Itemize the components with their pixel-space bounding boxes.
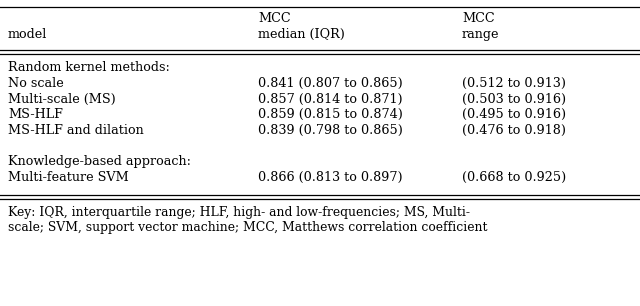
Text: (0.503 to 0.916): (0.503 to 0.916) bbox=[462, 93, 566, 106]
Text: (0.512 to 0.913): (0.512 to 0.913) bbox=[462, 77, 566, 90]
Text: MS-HLF and dilation: MS-HLF and dilation bbox=[8, 124, 144, 137]
Text: model: model bbox=[8, 28, 47, 41]
Text: range: range bbox=[462, 28, 499, 41]
Text: 0.866 (0.813 to 0.897): 0.866 (0.813 to 0.897) bbox=[258, 171, 403, 184]
Text: No scale: No scale bbox=[8, 77, 64, 90]
Text: MS-HLF: MS-HLF bbox=[8, 108, 63, 121]
Text: (0.495 to 0.916): (0.495 to 0.916) bbox=[462, 108, 566, 121]
Text: 0.839 (0.798 to 0.865): 0.839 (0.798 to 0.865) bbox=[258, 124, 403, 137]
Text: 0.857 (0.814 to 0.871): 0.857 (0.814 to 0.871) bbox=[258, 93, 403, 106]
Text: scale; SVM, support vector machine; MCC, Matthews correlation coefficient: scale; SVM, support vector machine; MCC,… bbox=[8, 221, 488, 234]
Text: Key: IQR, interquartile range; HLF, high- and low-frequencies; MS, Multi-: Key: IQR, interquartile range; HLF, high… bbox=[8, 206, 470, 219]
Text: (0.668 to 0.925): (0.668 to 0.925) bbox=[462, 171, 566, 184]
Text: 0.859 (0.815 to 0.874): 0.859 (0.815 to 0.874) bbox=[258, 108, 403, 121]
Text: MCC: MCC bbox=[258, 12, 291, 25]
Text: Random kernel methods:: Random kernel methods: bbox=[8, 61, 170, 74]
Text: Multi-feature SVM: Multi-feature SVM bbox=[8, 171, 129, 184]
Text: 0.841 (0.807 to 0.865): 0.841 (0.807 to 0.865) bbox=[258, 77, 403, 90]
Text: MCC: MCC bbox=[462, 12, 495, 25]
Text: median (IQR): median (IQR) bbox=[258, 28, 345, 41]
Text: (0.476 to 0.918): (0.476 to 0.918) bbox=[462, 124, 566, 137]
Text: Knowledge-based approach:: Knowledge-based approach: bbox=[8, 155, 191, 168]
Text: Multi-scale (MS): Multi-scale (MS) bbox=[8, 93, 116, 106]
